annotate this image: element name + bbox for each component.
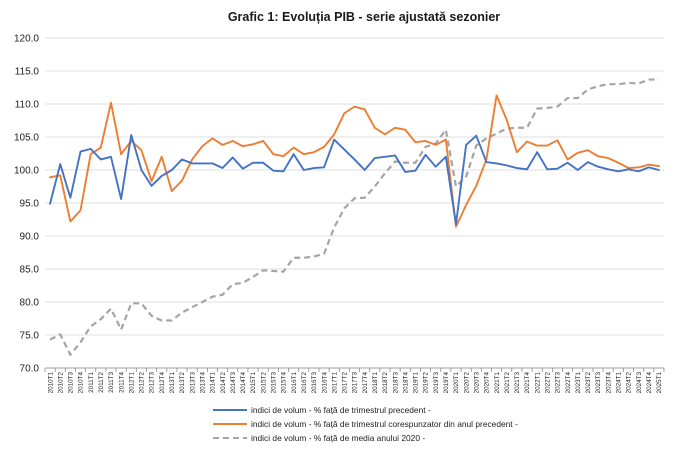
x-tick-label: 2011T3	[108, 372, 115, 393]
x-tick-label: 2017T2	[342, 372, 349, 394]
x-tick-label: 2023T2	[585, 372, 592, 394]
x-tick-label: 2016T3	[311, 372, 318, 394]
x-tick-label: 2013T2	[179, 372, 186, 394]
y-tick-label: 105.0	[14, 133, 39, 144]
x-tick-label: 2022T2	[545, 372, 552, 394]
x-tick-label: 2020T3	[473, 372, 480, 394]
x-tick-label: 2015T1	[250, 372, 257, 394]
x-tick-label: 2018T4	[402, 372, 409, 394]
x-tick-label: 2011T2	[98, 372, 105, 393]
x-tick-label: 2011T1	[88, 372, 95, 393]
x-tick-label: 2024T2	[626, 372, 633, 394]
x-tick-label: 2018T3	[392, 372, 399, 394]
x-tick-label: 2023T4	[605, 372, 612, 394]
x-tick-label: 2022T3	[555, 372, 562, 394]
x-tick-label: 2023T3	[595, 372, 602, 394]
legend-label-0: indici de volum - % față de trimestrul p…	[251, 405, 431, 415]
x-tick-label: 2013T1	[169, 372, 176, 394]
legend-label-1: indici de volum - % față de trimestrul c…	[251, 419, 518, 429]
x-tick-label: 2016T1	[291, 372, 298, 394]
x-tick-label: 2021T1	[494, 372, 501, 394]
x-tick-label: 2015T4	[281, 372, 288, 394]
x-tick-label: 2015T3	[271, 372, 278, 394]
x-tick-label: 2019T3	[433, 372, 440, 394]
y-tick-label: 110.0	[15, 100, 40, 111]
x-tick-label: 2010T1	[47, 372, 54, 394]
legend-label-2: indici de volum - % față de media anului…	[251, 433, 425, 443]
x-tick-label: 2019T1	[413, 372, 420, 394]
x-tick-label: 2019T4	[443, 372, 450, 394]
x-tick-label: 2024T3	[636, 372, 643, 394]
x-tick-label: 2024T4	[646, 372, 653, 394]
x-tick-label: 2013T4	[199, 372, 206, 394]
y-tick-label: 95.0	[20, 199, 40, 210]
x-tick-label: 2012T3	[149, 372, 156, 394]
x-tick-label: 2025T1	[656, 372, 663, 394]
axes: 70.0 75.0 80.0 85.0 90.0 95.0 100.0 105.0 110.0 1…	[14, 34, 665, 394]
chart-title: Grafic 1: Evoluția PIB - serie ajustată …	[228, 10, 500, 24]
x-tick-label: 2017T4	[362, 372, 369, 394]
x-tick-label: 2023T1	[575, 372, 582, 394]
x-tick-label: 2012T1	[128, 372, 135, 394]
series-lines	[49, 78, 660, 356]
x-tick-label: 2011T4	[118, 372, 125, 393]
x-tick-label: 2010T3	[68, 372, 75, 394]
x-tick-label: 2021T3	[514, 372, 521, 394]
y-tick-label: 70.0	[20, 364, 40, 375]
x-tick-label: 2014T1	[210, 372, 217, 394]
y-tick-label: 100.0	[14, 166, 39, 177]
x-tick-label: 2013T3	[189, 372, 196, 394]
series-line-0	[49, 134, 660, 226]
x-tick-label: 2012T4	[159, 372, 166, 394]
x-tick-label: 2014T2	[220, 372, 227, 394]
x-tick-label: 2020T4	[484, 372, 491, 394]
x-tick-label: 2012T2	[139, 372, 146, 394]
series-line-1	[49, 94, 660, 228]
x-tick-label: 2010T2	[57, 372, 64, 394]
grid	[45, 37, 664, 369]
x-tick-label: 2010T4	[78, 372, 85, 394]
x-tick-label: 2016T2	[301, 372, 308, 394]
y-tick-label: 115.0	[15, 67, 40, 78]
x-tick-label: 2016T4	[321, 372, 328, 394]
x-tick-label: 2022T4	[565, 372, 572, 394]
x-tick-label: 2020T1	[453, 372, 460, 394]
y-tick-label: 90.0	[20, 232, 40, 243]
x-tick-label: 2019T2	[423, 372, 430, 394]
x-tick-label: 2021T4	[524, 372, 531, 394]
x-tick-label: 2015T2	[260, 372, 267, 394]
y-tick-label: 85.0	[20, 265, 40, 276]
x-tick-label: 2022T1	[534, 372, 541, 394]
x-tick-label: 2020T2	[463, 372, 470, 394]
legend: indici de volum - % față de trimestrul p…	[213, 405, 518, 443]
x-tick-label: 2014T4	[240, 372, 247, 394]
x-tick-label: 2017T3	[352, 372, 359, 394]
series-line-2	[49, 78, 659, 356]
x-tick-label: 2018T2	[382, 372, 389, 394]
x-tick-label: 2017T1	[331, 372, 338, 394]
y-tick-label: 120.0	[14, 34, 39, 45]
y-tick-label: 80.0	[20, 298, 40, 309]
x-tick-label: 2024T1	[616, 372, 623, 394]
x-tick-label: 2014T3	[230, 372, 237, 394]
x-tick-label: 2021T2	[504, 372, 511, 394]
y-tick-label: 75.0	[20, 331, 40, 342]
x-tick-label: 2018T1	[372, 372, 379, 394]
